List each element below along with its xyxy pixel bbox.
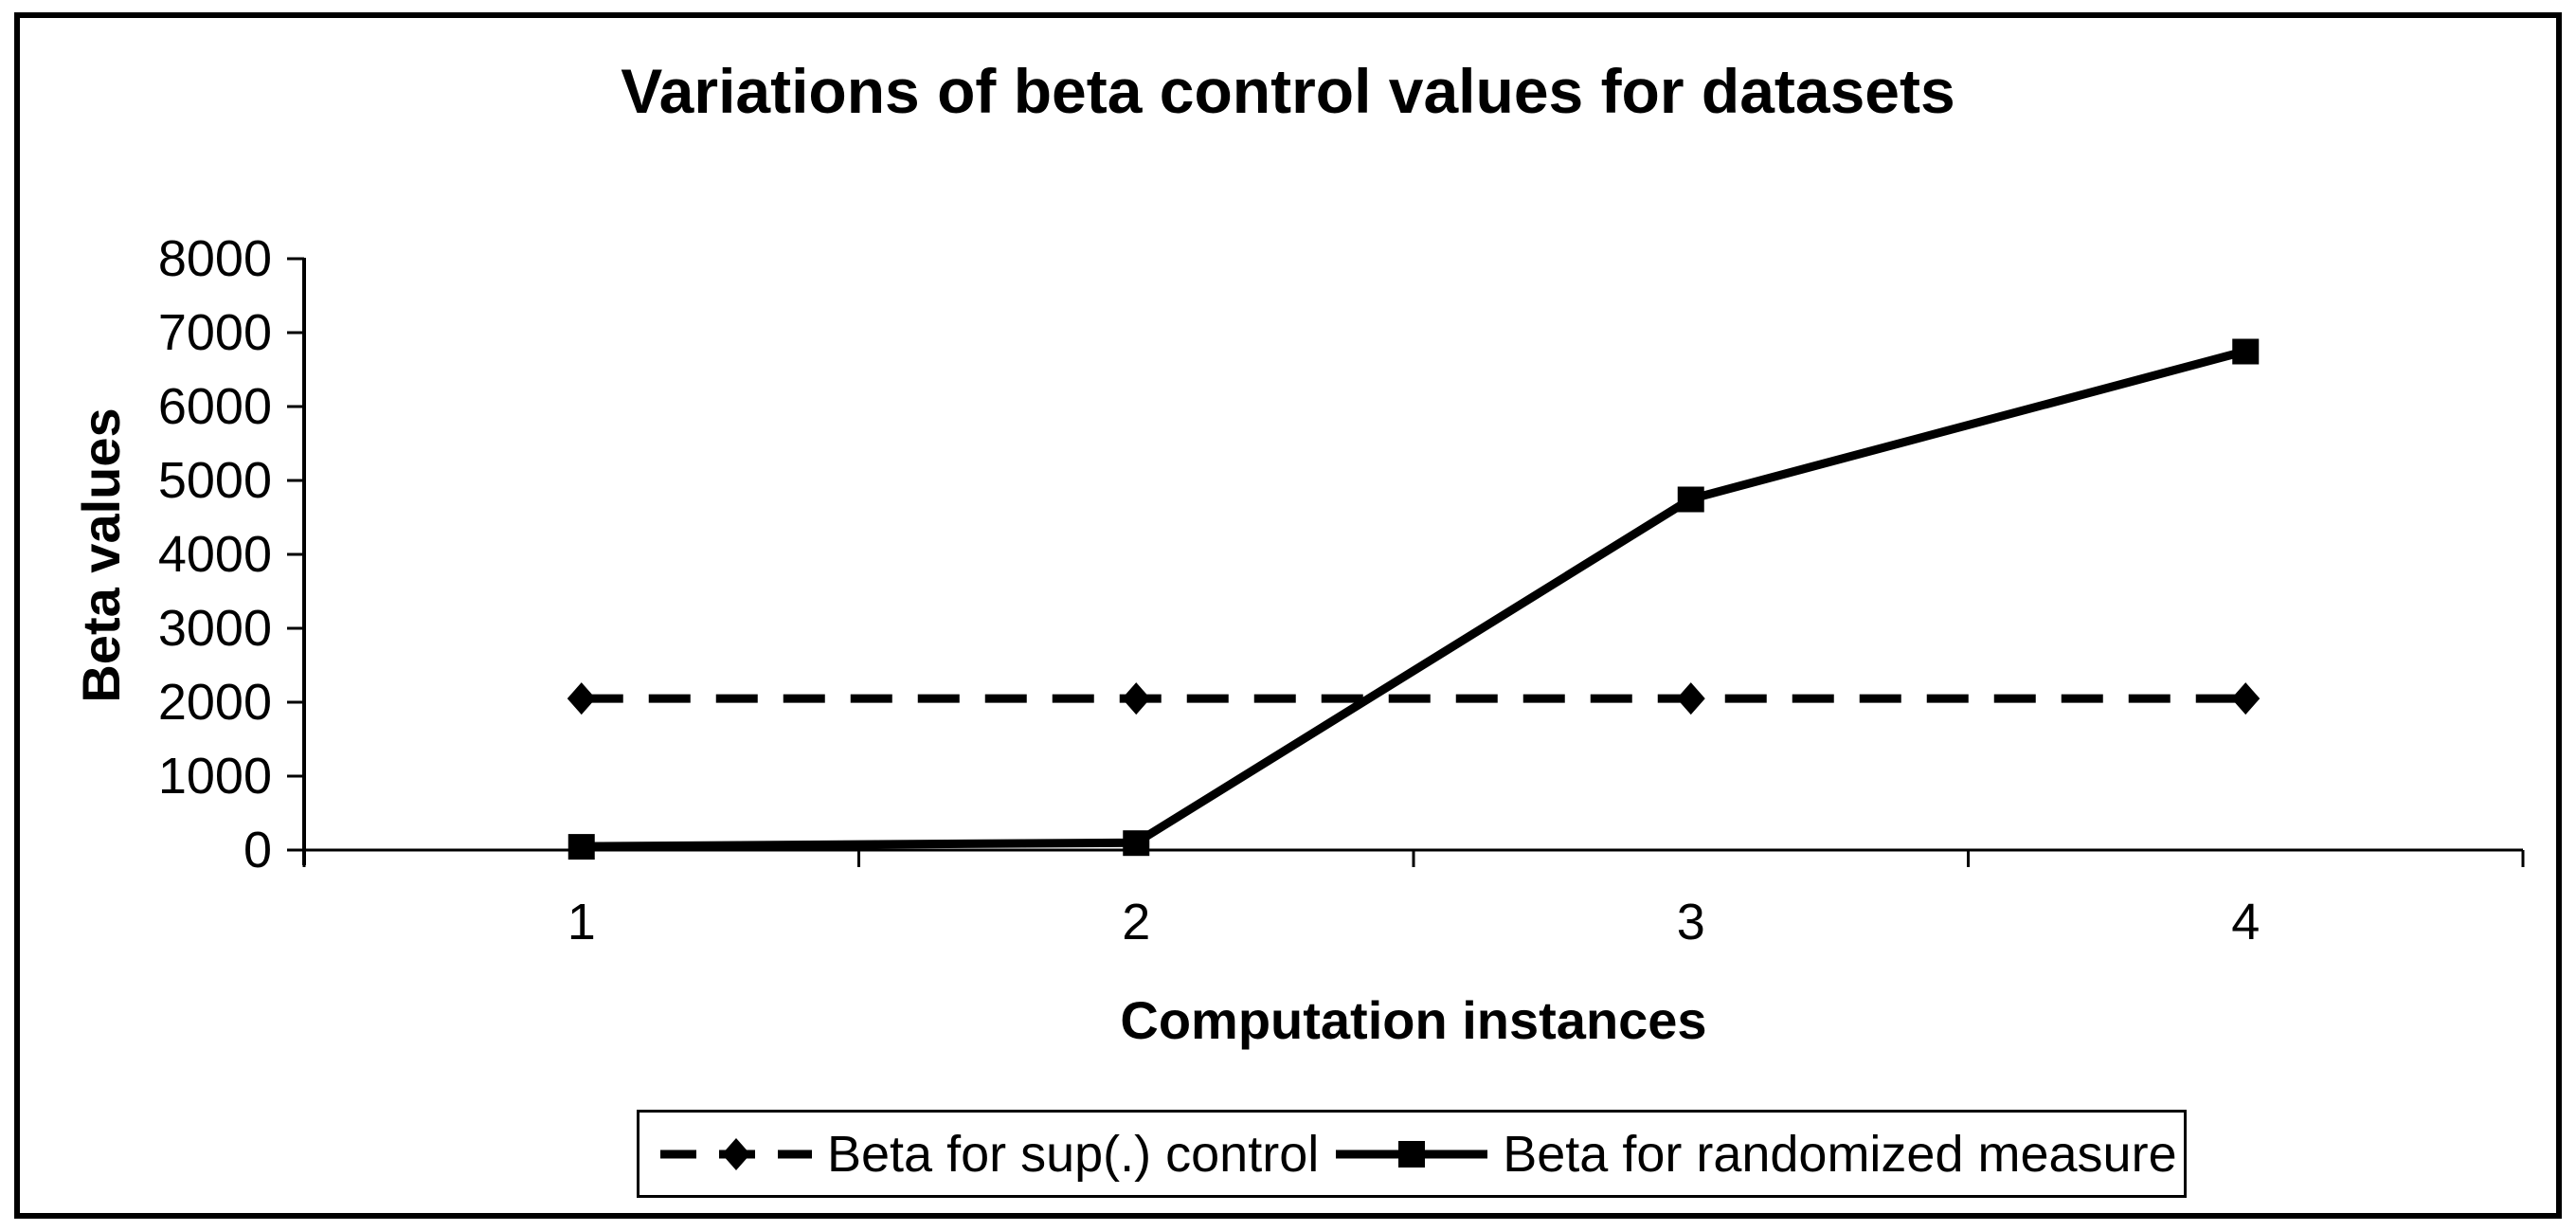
diamond-marker-icon	[1676, 682, 1705, 715]
y-tick-label: 7000	[157, 304, 272, 361]
square-marker-icon	[567, 834, 595, 860]
y-tick-label: 8000	[157, 230, 272, 287]
y-tick-label: 2000	[157, 674, 272, 731]
y-tick-label: 0	[243, 822, 272, 878]
legend-label: Beta for randomized measure	[1503, 1125, 2177, 1183]
legend-box: Beta for sup(.) control Beta for randomi…	[637, 1110, 2187, 1198]
diamond-marker-icon	[2231, 682, 2261, 715]
square-marker-icon	[1677, 486, 1704, 513]
square-marker-icon	[1398, 1140, 1426, 1168]
x-tick-label: 1	[567, 894, 596, 950]
y-tick-label: 1000	[157, 748, 272, 805]
y-axis-title: Beta values	[71, 407, 131, 703]
diamond-marker-icon	[722, 1137, 750, 1170]
legend-label: Beta for sup(.) control	[827, 1125, 1320, 1183]
square-marker-icon	[2232, 338, 2260, 365]
solid-line-sample	[1336, 1140, 1488, 1168]
x-tick-label: 4	[2231, 894, 2261, 950]
x-tick-label: 2	[1122, 894, 1151, 950]
dashed-line-sample	[660, 1137, 812, 1170]
diamond-marker-icon	[567, 682, 596, 715]
y-tick-label: 6000	[157, 378, 272, 435]
x-tick-label: 3	[1676, 894, 1705, 950]
figure-border	[14, 12, 2562, 1219]
legend-entry-randomized: Beta for randomized measure	[1334, 1125, 2177, 1184]
diamond-marker-icon	[1122, 682, 1151, 715]
series-line-square	[581, 347, 2247, 851]
legend-entry-sup-control: Beta for sup(.) control	[658, 1125, 1319, 1184]
x-axis-title: Computation instances	[1120, 990, 1707, 1050]
y-tick-label: 5000	[157, 452, 272, 509]
chart-title: Variations of beta control values for da…	[621, 56, 1955, 126]
y-tick-label: 3000	[157, 600, 272, 657]
square-marker-icon	[1123, 830, 1150, 857]
y-tick-label: 4000	[157, 526, 272, 583]
